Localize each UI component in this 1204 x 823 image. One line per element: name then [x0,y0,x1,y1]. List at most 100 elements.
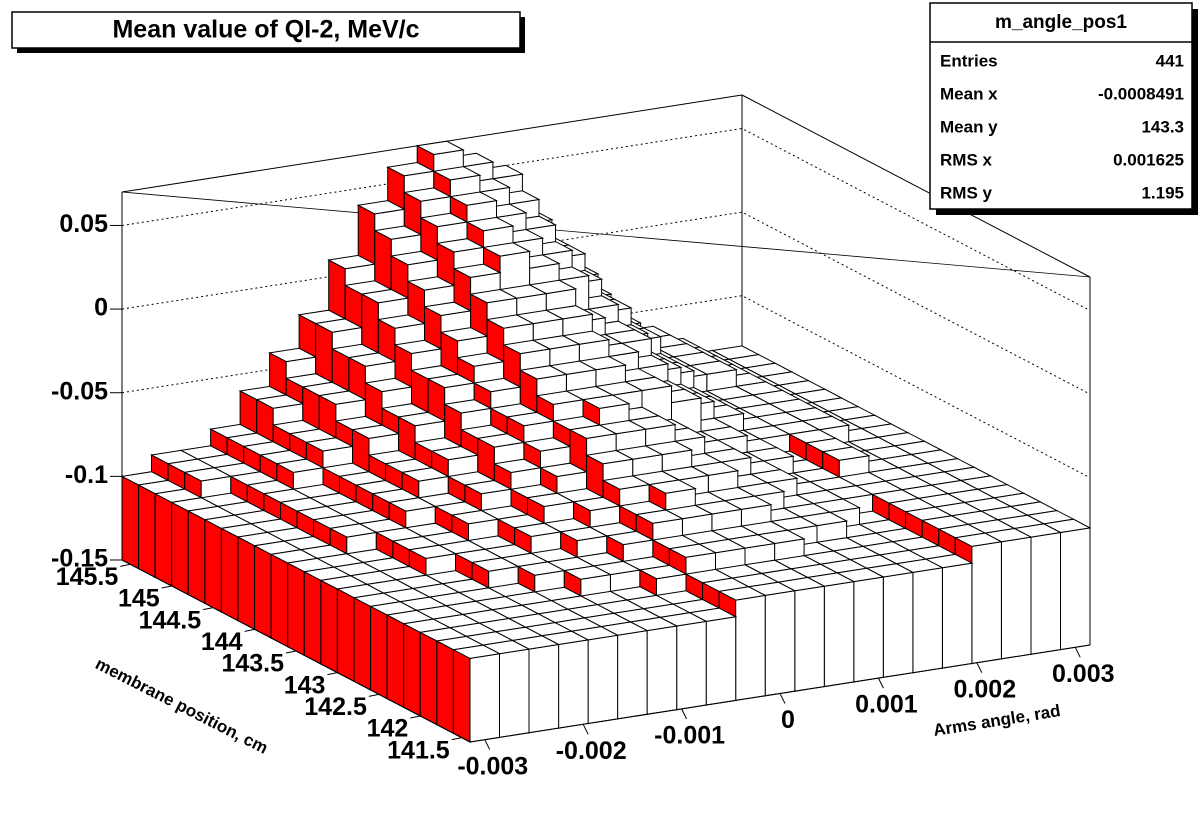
y-tick [161,585,172,589]
bar-top [393,339,443,355]
bar-top [538,462,589,478]
bar-top [373,225,423,240]
bar-front [617,630,648,720]
x-tick [484,739,491,750]
bar-side [436,640,454,735]
bar-top [275,458,325,473]
bar-top [476,433,526,448]
bar-front [1000,536,1032,660]
stats-value: 143.3 [1141,117,1184,136]
x-tick-label: -0.001 [654,722,725,750]
bar-front [705,616,737,706]
bar-top [419,212,469,228]
bar-front [794,585,825,692]
bar-side [154,492,173,587]
bar-top [585,449,635,465]
bar-top [435,238,486,253]
bar-top [407,544,458,559]
bar-front [499,648,530,738]
bar-top [426,373,476,389]
bar-top [363,377,414,393]
bar-top [465,216,515,232]
bar-front [823,581,855,688]
bar-top [535,390,585,405]
bar-front [912,567,943,674]
y-tick [203,607,214,611]
z-tick-label: -0.15 [51,545,108,573]
x-tick [877,677,884,689]
stats-value: 441 [1156,51,1184,70]
bar-top [415,140,465,156]
bar-front [853,576,884,683]
bar-side [270,553,289,648]
bar-front [587,634,619,725]
y-tick [410,715,421,719]
bar-top [183,467,233,482]
bar-top [452,263,502,278]
x-tick-label: 0.003 [1052,660,1115,688]
bar-front [558,639,589,729]
bar-top [505,411,555,427]
bar-top [667,543,718,558]
bar-side [386,614,405,709]
bar-top [443,399,493,414]
title-box [11,11,521,49]
stats-value: -0.0008491 [1098,84,1184,103]
bar-side [204,518,222,613]
bar-top [518,365,568,380]
bar-side [187,510,206,605]
bar-side [171,501,189,596]
stats-label: Mean x [940,84,998,103]
bar-top [634,509,684,524]
bar-front [735,594,766,701]
plot-area: -0.15 -0.1 -0.05 0 0.05 -0.003 -0.002 -0.001 0 0.… [51,94,1115,780]
bar-top [559,526,609,542]
bar-side [320,579,338,674]
bar-front [469,653,500,743]
bar-top [328,523,378,538]
bar-side [353,596,372,691]
bar-front [971,541,1002,665]
y-tick [244,628,255,632]
bar-top [469,288,519,304]
bar-top [450,509,500,525]
bar-top [605,530,655,546]
y-tick-label: 144.5 [139,606,202,634]
x-tick-label: 0.001 [855,691,918,719]
bar-top [717,586,767,601]
bar-side [138,484,156,579]
bar-side [419,631,438,726]
bar-front [941,562,973,669]
bar-side [121,475,140,570]
bar-top [314,318,364,333]
bar-front [646,625,678,715]
bar-top [304,437,355,452]
x-tick [582,724,589,735]
y-tick-label: 143.5 [221,650,284,678]
bar-side [336,588,355,683]
bar-front [528,643,560,734]
stats-title: m_angle_pos1 [995,12,1127,33]
y-tick-label: 144 [201,628,243,656]
bar-side [370,605,388,700]
box-edge [741,94,1091,278]
bar-front [676,620,707,711]
bar-top [402,187,452,202]
stats-frame [929,2,1193,210]
stats-box: m_angle_pos1 Entries 441 Mean x -0.0008491 M… [929,2,1198,215]
bar-front [1030,531,1061,655]
bar-side [452,648,471,743]
bar-top [432,166,482,181]
stats-value: 1.195 [1141,183,1184,202]
y-tick-label: 142 [367,715,409,743]
y-tick-label: 142.5 [304,693,367,721]
y-tick [120,563,131,567]
bar-top [485,314,535,329]
bar-top [389,250,439,266]
bar-top [572,496,622,512]
bar-top [492,458,543,474]
bar-top [821,446,871,461]
bar-front [882,571,914,678]
y-tick [327,672,338,676]
bar-top [568,424,618,439]
